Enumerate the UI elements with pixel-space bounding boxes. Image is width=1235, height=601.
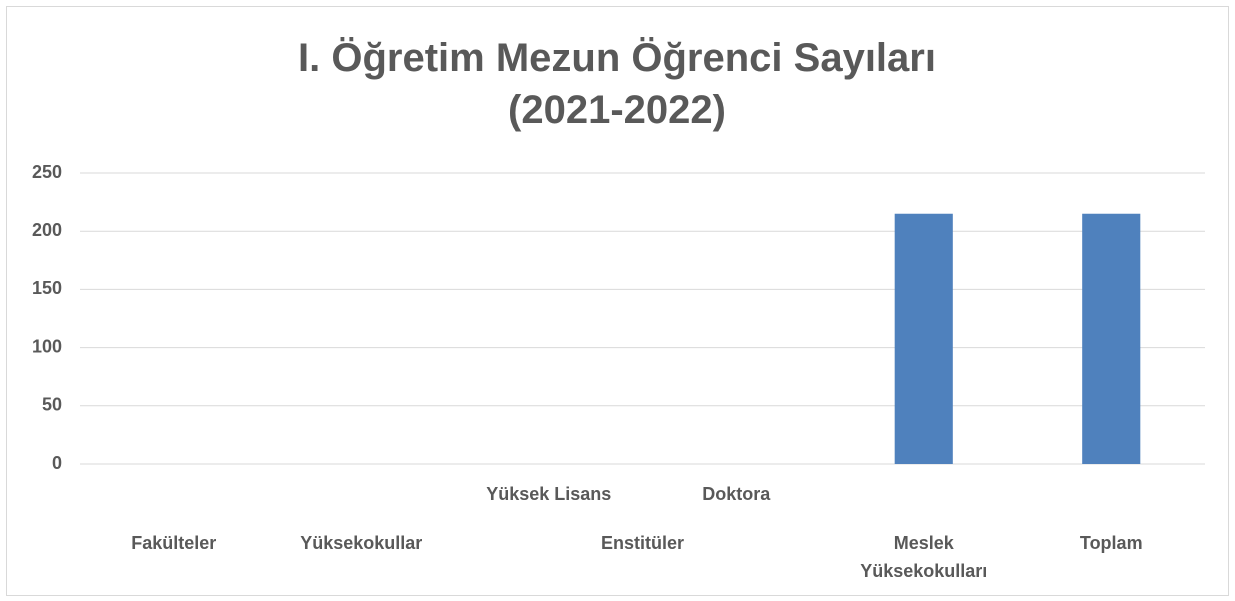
x-tick-label: Meslek Yüksekokulları — [860, 533, 988, 581]
chart-border — [6, 6, 1229, 596]
x-tick-label: Yüksek Lisans — [486, 484, 612, 504]
x-tick-label: Toplam — [1079, 533, 1143, 553]
bar — [894, 213, 953, 464]
y-tick-label: 250 — [32, 162, 62, 182]
x-group-label: Enstitüler — [600, 533, 684, 553]
y-tick-label: 200 — [32, 220, 62, 240]
x-tick-label: Fakülteler — [131, 533, 217, 553]
x-tick-label: Doktora — [702, 484, 771, 504]
y-tick-label: 150 — [32, 278, 62, 298]
y-tick-label: 100 — [32, 336, 62, 356]
bar — [1082, 213, 1141, 464]
x-tick-label: Yüksekokullar — [300, 533, 423, 553]
chart-title: I. Öğretim Mezun Öğrenci Sayıları (2021-… — [298, 36, 936, 132]
y-tick-label: 50 — [42, 395, 62, 415]
y-tick-label: 0 — [52, 453, 62, 473]
